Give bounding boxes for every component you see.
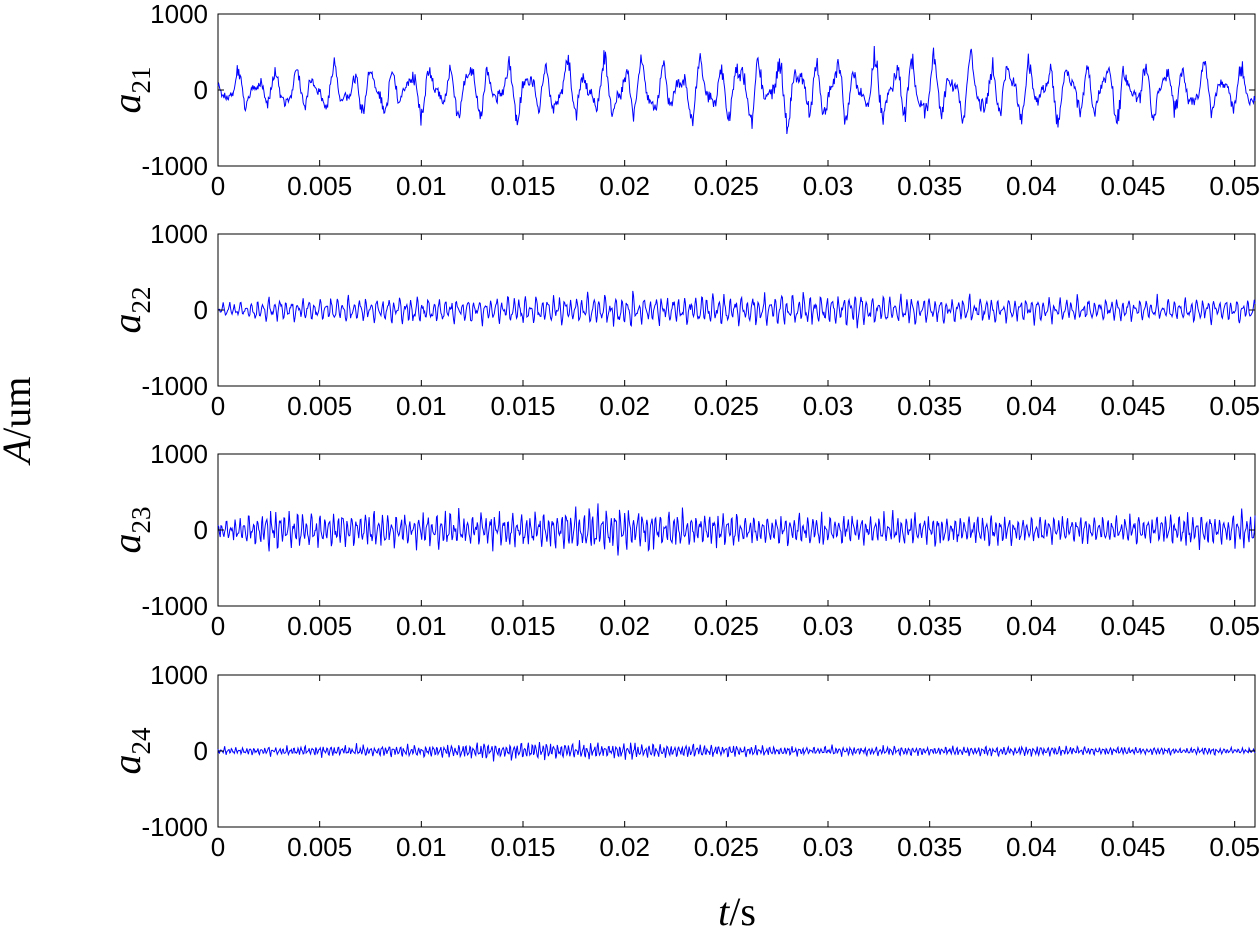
x-tick-label: 0.005 <box>287 391 352 421</box>
x-tick-label: 0.005 <box>287 611 352 641</box>
x-tick-label: 0.015 <box>490 171 555 201</box>
x-tick-label: 0.015 <box>490 611 555 641</box>
x-tick-label: 0.045 <box>1100 391 1165 421</box>
x-tick-label: 0 <box>211 171 225 201</box>
x-tick-label: 0.03 <box>803 171 854 201</box>
x-tick-label: 0.005 <box>287 171 352 201</box>
x-tick-label: 0.05 <box>1209 391 1260 421</box>
series-line-a21 <box>217 46 1256 135</box>
x-tick-label: 0.045 <box>1100 611 1165 641</box>
y-tick-label: -1000 <box>142 812 209 842</box>
x-tick-label: 0.02 <box>599 171 650 201</box>
y-tick-label: 1000 <box>150 0 208 29</box>
x-tick-label: 0.045 <box>1100 832 1165 862</box>
x-tick-label: 0.05 <box>1209 611 1260 641</box>
panel-a23: 0 0.005 0.01 0.015 0.02 0.025 0.03 0.035 0.04 0.0… <box>104 439 1260 641</box>
y-tick-label: 0 <box>194 515 208 545</box>
y-tick-label: -1000 <box>142 371 209 401</box>
x-tick-label: 0.03 <box>803 391 854 421</box>
y-tick-label: -1000 <box>142 591 209 621</box>
x-tick-label: 0 <box>211 611 225 641</box>
x-tick-label: 0.025 <box>694 832 759 862</box>
x-tick-label: 0.005 <box>287 832 352 862</box>
series-line-a24 <box>217 740 1256 762</box>
panel-label-a24: a24 <box>104 727 156 775</box>
x-tick-label: 0 <box>211 832 225 862</box>
panel-label-a21: a21 <box>104 67 156 114</box>
x-tick-label: 0.04 <box>1006 611 1057 641</box>
y-axis-label: A/um <box>0 377 39 467</box>
x-tick-label: 0.04 <box>1006 171 1057 201</box>
y-tick-label: 1000 <box>150 219 208 249</box>
panels: 0 0.005 0.01 0.015 0.02 0.025 0.03 0.035 0.04 0.0… <box>104 0 1260 862</box>
plot-area <box>217 13 1256 167</box>
x-tick-label: 0.015 <box>490 391 555 421</box>
series-line-a23 <box>217 503 1256 556</box>
x-tick-label: 0.035 <box>897 391 962 421</box>
panel-label-a23: a23 <box>104 507 156 554</box>
x-tick-label: 0.035 <box>897 611 962 641</box>
y-tick-label: 0 <box>194 736 208 766</box>
panel-label-a22: a22 <box>104 287 156 334</box>
x-tick-label: 0.04 <box>1006 391 1057 421</box>
x-tick-label: 0.01 <box>396 391 447 421</box>
plot-area <box>217 233 1256 387</box>
x-tick-label: 0.01 <box>396 171 447 201</box>
x-tick-label: 0.015 <box>490 832 555 862</box>
plot-area <box>217 453 1256 607</box>
x-tick-label: 0.01 <box>396 611 447 641</box>
x-tick-label: 0.025 <box>694 171 759 201</box>
y-tick-label: 0 <box>194 75 208 105</box>
y-tick-label: 0 <box>194 295 208 325</box>
x-tick-label: 0.02 <box>599 832 650 862</box>
y-tick-label: 1000 <box>150 439 208 469</box>
panel-a22: 0 0.005 0.01 0.015 0.02 0.025 0.03 0.035 0.04 0.0… <box>104 219 1260 421</box>
x-tick-label: 0.045 <box>1100 171 1165 201</box>
panel-a24: 0 0.005 0.01 0.015 0.02 0.025 0.03 0.035 0.04 0.0… <box>104 660 1260 862</box>
x-tick-label: 0.04 <box>1006 832 1057 862</box>
panel-a21: 0 0.005 0.01 0.015 0.02 0.025 0.03 0.035 0.04 0.0… <box>104 0 1260 201</box>
y-tick-label: -1000 <box>142 151 209 181</box>
x-tick-label: 0.035 <box>897 171 962 201</box>
y-tick-label: 1000 <box>150 660 208 690</box>
series-line-a22 <box>217 290 1256 329</box>
x-tick-label: 0.03 <box>803 611 854 641</box>
x-tick-label: 0.05 <box>1209 832 1260 862</box>
x-tick-label: 0.025 <box>694 611 759 641</box>
x-tick-label: 0.02 <box>599 391 650 421</box>
x-tick-label: 0.01 <box>396 832 447 862</box>
x-tick-label: 0.03 <box>803 832 854 862</box>
x-tick-label: 0.05 <box>1209 171 1260 201</box>
x-axis-label: t/s <box>718 889 756 934</box>
x-tick-label: 0.025 <box>694 391 759 421</box>
x-tick-label: 0.02 <box>599 611 650 641</box>
x-tick-label: 0.035 <box>897 832 962 862</box>
x-tick-label: 0 <box>211 391 225 421</box>
